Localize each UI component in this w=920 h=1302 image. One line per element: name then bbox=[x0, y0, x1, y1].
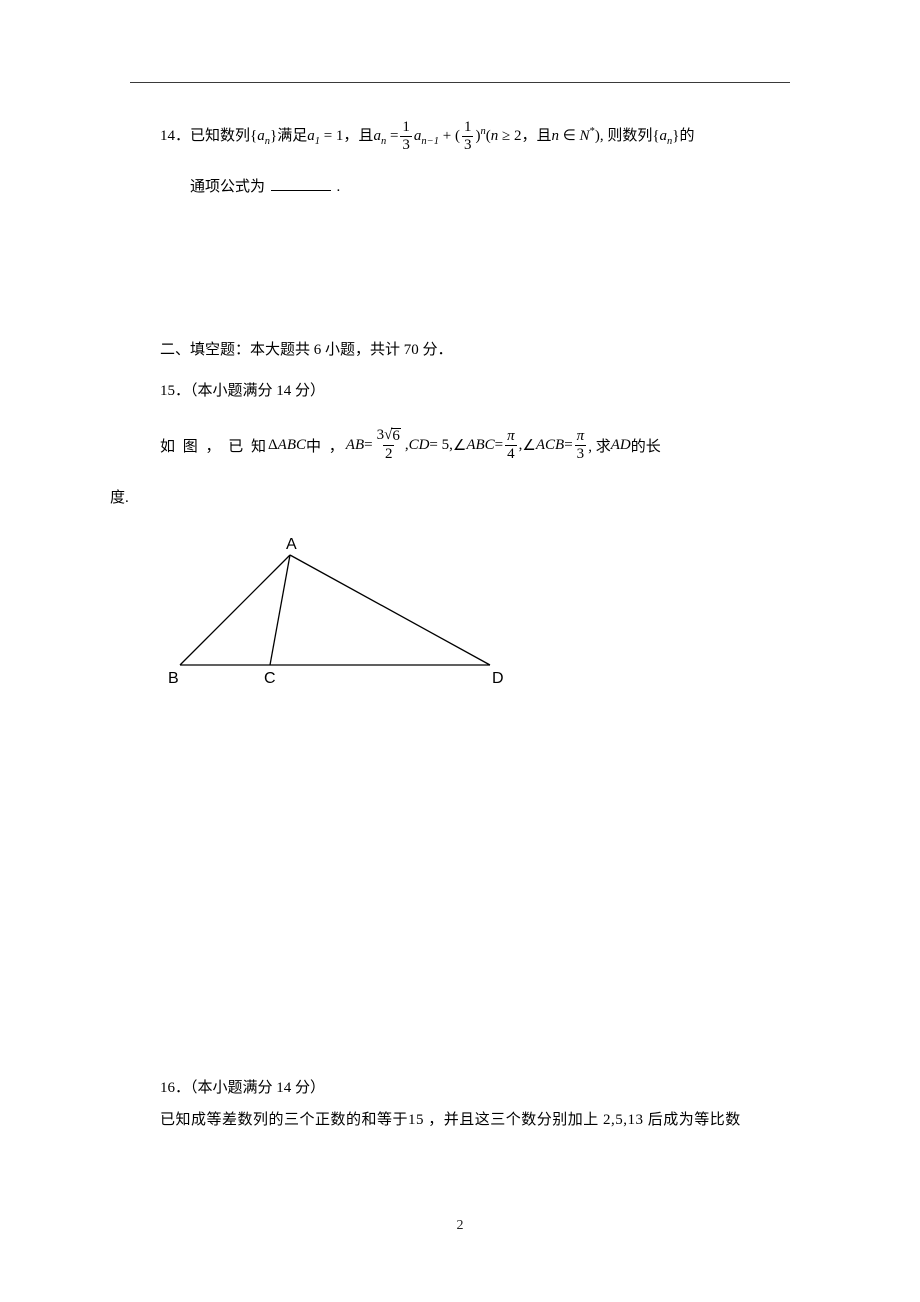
q14-eq2-mid: an−1 + ( bbox=[414, 120, 460, 153]
q15-eq3: = bbox=[564, 437, 572, 454]
q15-ad-var: AD bbox=[611, 437, 631, 454]
q15-head: 15．（本小题满分 14 分） bbox=[160, 375, 790, 408]
page: 14． 已知数列 {an} 满足 a1 = 1 ，且 an = 1 3 an−1… bbox=[0, 0, 920, 1302]
q14-blank bbox=[271, 175, 331, 191]
q15-body-c: 的长 bbox=[631, 435, 661, 456]
q15-ang2-sym: ∠ bbox=[522, 436, 535, 455]
svg-text:D: D bbox=[492, 670, 504, 687]
q14-frac1: 1 3 bbox=[400, 120, 412, 153]
q15-tail: 度. bbox=[110, 482, 790, 515]
q14-eq2-lhs: an = bbox=[373, 120, 398, 153]
q16-body: 已知成等差数列的三个正数的和等于15 ，并且这三个数分别加上 2,5,13 后成… bbox=[160, 1108, 741, 1129]
q14-text-a: 已知数列 bbox=[190, 120, 250, 153]
q14-line1: 14． 已知数列 {an} 满足 a1 = 1 ，且 an = 1 3 an−1… bbox=[160, 120, 790, 153]
q14-line2-b: . bbox=[337, 179, 341, 195]
q15-ang2-frac: π 3 bbox=[575, 429, 587, 462]
q15-ab-num: 3√6 bbox=[375, 428, 403, 445]
q15-cd-val: = 5 bbox=[429, 437, 449, 454]
q15-comma4: , 求 bbox=[588, 435, 611, 456]
q15-eq2: = bbox=[495, 437, 503, 454]
content-area: 14． 已知数列 {an} 满足 a1 = 1 ，且 an = 1 3 an−1… bbox=[130, 110, 790, 700]
q14-seq: {an} bbox=[250, 120, 277, 153]
q14-line2: 通项公式为 . bbox=[190, 171, 790, 204]
page-number: 2 bbox=[0, 1218, 920, 1234]
q15-tri-sym: Δ bbox=[268, 437, 278, 454]
q15-diagram: A B C D bbox=[160, 535, 790, 700]
q14-text-e: , 则数列 bbox=[600, 120, 653, 153]
q15-eq1: = bbox=[364, 437, 372, 454]
q14-text-b: 满足 bbox=[277, 120, 307, 153]
triangle-diagram: A B C D bbox=[160, 535, 520, 695]
q14-eq2-pow: )n bbox=[475, 120, 485, 153]
q16-head: 16．（本小题满分 14 分） bbox=[160, 1076, 325, 1097]
q15-ab-var: AB bbox=[346, 437, 364, 454]
q15-ang2-name: ACB bbox=[536, 437, 564, 454]
q15-cd-var: CD bbox=[409, 437, 430, 454]
svg-text:B: B bbox=[168, 670, 179, 687]
q15-tri-name: ABC bbox=[278, 437, 306, 454]
q14-cond: (n ≥ 2 bbox=[486, 120, 522, 153]
q15-body: 如 图 ， 已 知 Δ ABC 中 ， AB = 3√6 2 , CD = 5 … bbox=[160, 428, 790, 462]
q15-body-b: 中 ， bbox=[306, 435, 346, 456]
q15-body-a: 如 图 ， 已 知 bbox=[160, 435, 268, 456]
q14-line2-a: 通项公式为 bbox=[190, 179, 265, 195]
q14-eq1: a1 = 1 bbox=[307, 120, 343, 153]
q14-number: 14． bbox=[160, 120, 190, 153]
q15-ang1-name: ABC bbox=[466, 437, 494, 454]
horizontal-rule bbox=[130, 82, 790, 83]
svg-text:A: A bbox=[286, 536, 297, 553]
q14-seq2: {an} bbox=[652, 120, 679, 153]
q14-text-f: 的 bbox=[679, 120, 694, 153]
q14-cond2: n ∈ N*) bbox=[551, 120, 599, 153]
section2-header: 二、填空题：本大题共 6 小题，共计 70 分． bbox=[160, 334, 790, 367]
q14-text-d: ，且 bbox=[521, 120, 551, 153]
q15-ab-frac: 3√6 2 bbox=[375, 428, 403, 462]
q15-ang1-sym: ∠ bbox=[453, 436, 466, 455]
q15-ang1-frac: π 4 bbox=[505, 429, 517, 462]
svg-text:C: C bbox=[264, 670, 276, 687]
q14-text-c: ，且 bbox=[343, 120, 373, 153]
q14-frac2: 1 3 bbox=[462, 120, 474, 153]
